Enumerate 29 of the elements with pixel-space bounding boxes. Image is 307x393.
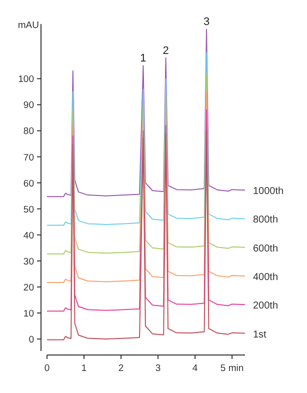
y-tick-label: 70 xyxy=(23,152,34,164)
y-tick-label: 60 xyxy=(23,178,34,190)
series-label: 400th xyxy=(253,272,278,284)
x-tick-label: 4 xyxy=(192,363,198,374)
line-series xyxy=(47,130,246,340)
y-tick-label: 100 xyxy=(18,74,34,86)
y-tick-label: 50 xyxy=(23,204,34,216)
series-label: 800th xyxy=(253,214,278,226)
x-tick-label: 2 xyxy=(118,363,124,374)
y-tick-label: 0 xyxy=(28,334,34,346)
y-tick-label: 30 xyxy=(23,256,34,268)
x-tick-label: 5 min xyxy=(220,363,244,374)
series-label: 200th xyxy=(253,300,278,312)
annotation: 1 xyxy=(140,52,146,65)
y-tick-label: 10 xyxy=(23,308,34,320)
y-tick-label: 20 xyxy=(23,282,34,294)
annotation: 2 xyxy=(162,44,169,57)
series-label: 1000th xyxy=(253,186,284,198)
y-axis-title: mAU xyxy=(18,20,40,31)
x-tick-label: 1 xyxy=(81,363,87,374)
y-tick-label: 80 xyxy=(23,126,34,138)
y-tick-label: 90 xyxy=(23,100,34,112)
series-label: 600th xyxy=(253,243,278,254)
x-tick-label: 0 xyxy=(44,363,50,374)
series-label: 1st xyxy=(253,329,267,340)
x-tick-label: 3 xyxy=(155,363,161,374)
annotation: 3 xyxy=(203,16,210,28)
y-tick-label: 40 xyxy=(23,230,34,242)
line-series xyxy=(47,28,246,198)
